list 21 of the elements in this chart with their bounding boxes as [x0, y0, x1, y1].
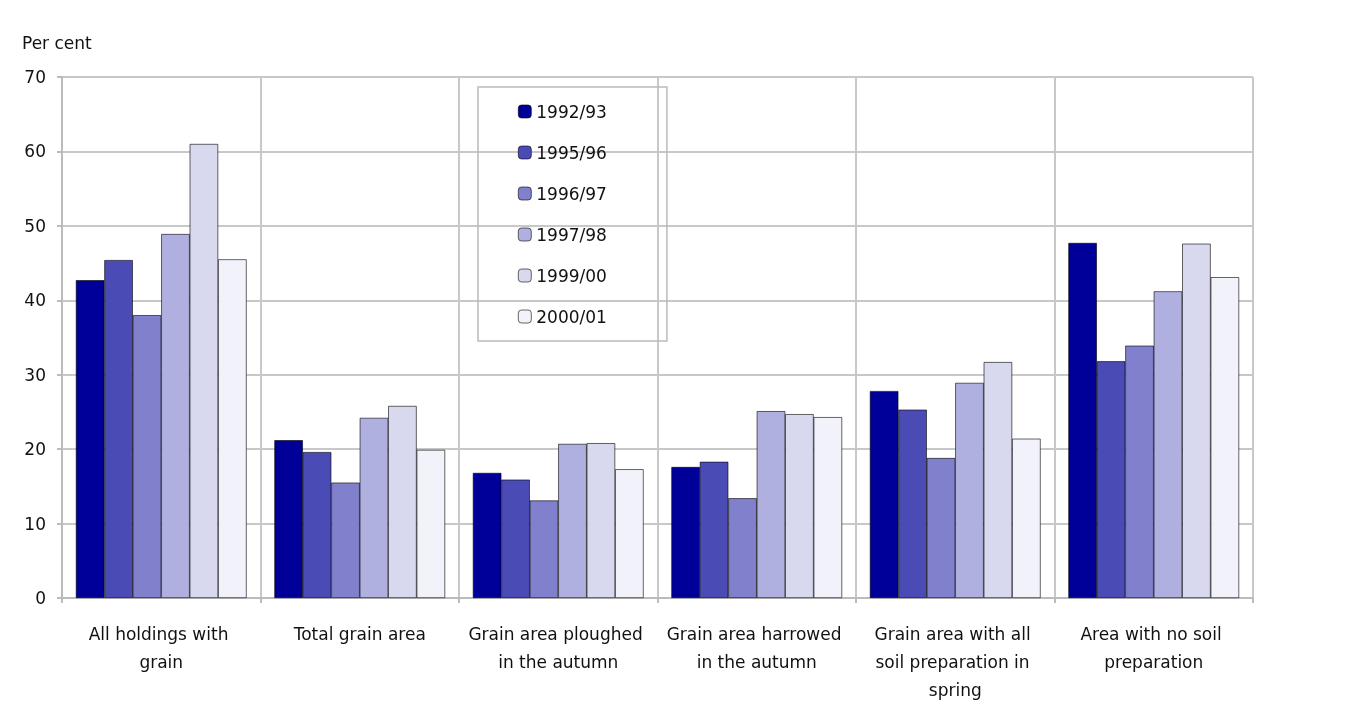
y-tick-label: 40: [24, 290, 46, 311]
y-tick-label: 50: [24, 215, 46, 236]
y-tick-label: 10: [24, 513, 46, 534]
x-tick-label: Area with no soil preparation: [1080, 624, 1228, 672]
x-tick-label: Grain area with all soil preparation in spring: [874, 624, 1037, 700]
legend-label: 1995/96: [536, 142, 607, 163]
y-axis-title: Per cent: [22, 32, 93, 53]
y-tick-label: 70: [24, 67, 46, 87]
x-tick-label: Grain area harrowed in the autumn: [666, 624, 847, 672]
y-tick-label: 20: [24, 439, 46, 460]
legend-label: 2000/01: [536, 306, 607, 327]
x-tick-label: Grain area ploughed in the autumn: [468, 624, 649, 672]
x-tick-label: Total grain area: [292, 624, 426, 644]
legend-label: 1999/00: [536, 265, 607, 286]
y-tick-label: 0: [35, 588, 46, 608]
legend-label: 1996/97: [536, 183, 607, 204]
legend-label: 1992/93: [536, 101, 607, 122]
x-tick-label: All holdings with grain: [88, 624, 234, 672]
y-tick-label: 30: [24, 364, 46, 385]
y-tick-label: 60: [24, 141, 46, 162]
legend-label: 1997/98: [536, 224, 607, 245]
